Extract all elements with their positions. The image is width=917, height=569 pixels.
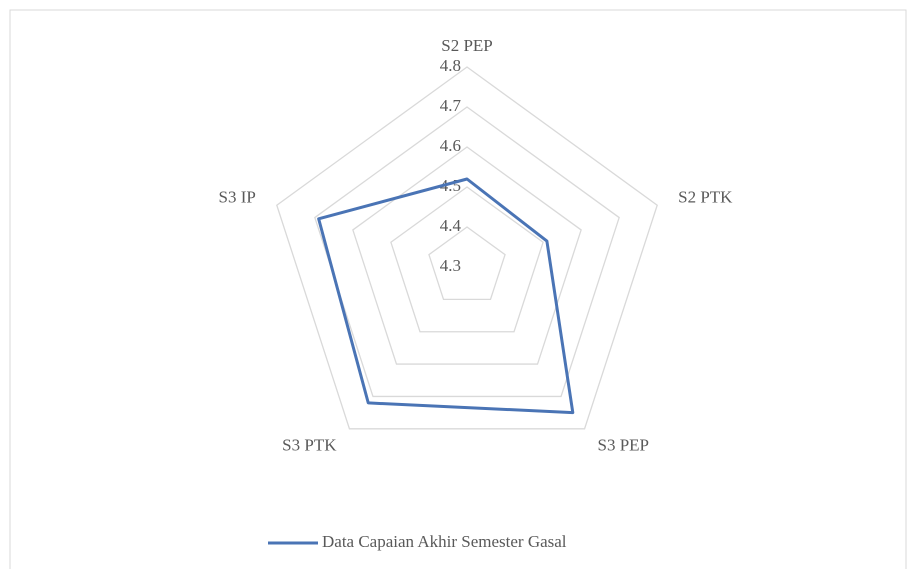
grid-ring [314,106,620,398]
r-tick-label: 4.4 [440,216,462,235]
r-tick-label: 4.6 [440,136,461,155]
category-label: S2 PTK [678,187,733,206]
series-line [317,177,575,415]
r-tick-label: 4.8 [440,56,461,75]
grid-ring [390,186,544,333]
category-label: S2 PEP [441,36,493,55]
grid-ring [352,146,582,365]
r-tick-label: 4.7 [440,96,462,115]
r-tick-label: 4.3 [440,256,461,275]
grid-ring [428,226,506,301]
category-label: S3 PEP [597,436,649,455]
chart-border [9,9,907,569]
legend-label: Data Capaian Akhir Semester Gasal [322,532,567,551]
category-label: S3 PTK [282,436,337,455]
category-label: S3 IP [219,187,256,206]
grid-ring [276,66,658,430]
